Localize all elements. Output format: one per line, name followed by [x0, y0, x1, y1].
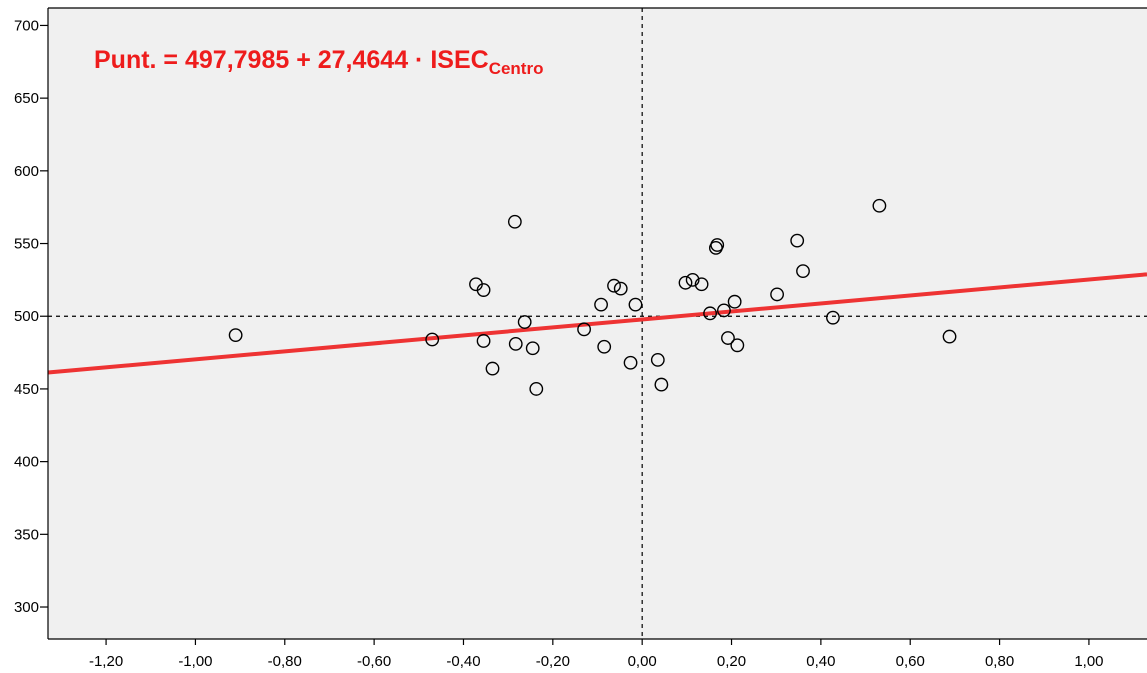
- data-point: [796, 264, 810, 279]
- data-point: [623, 355, 638, 370]
- y-tick-label: 350: [14, 526, 39, 543]
- data-point: [476, 283, 491, 297]
- y-tick-label: 550: [14, 236, 39, 253]
- data-point: [508, 336, 523, 351]
- data-point: [685, 272, 700, 287]
- data-point: [654, 377, 669, 392]
- data-point: [717, 303, 731, 318]
- data-point: [485, 361, 500, 376]
- y-tick-label: 500: [14, 308, 39, 325]
- data-point: [425, 332, 440, 347]
- data-point: [730, 338, 745, 353]
- x-ticks: -1,20 -1,00 -0,80 -0,60 -0,40 -0,20 0,00 0,20 0,…: [89, 639, 1104, 670]
- x-tick-label: 0,20: [717, 653, 746, 670]
- x-tick-label: 0,00: [628, 653, 657, 670]
- data-point: [826, 310, 840, 325]
- reference-lines: [48, 8, 1147, 639]
- data-point: [678, 275, 693, 290]
- x-tick-label: 1,00: [1074, 653, 1103, 670]
- data-point: [607, 278, 621, 293]
- data-point: [721, 331, 735, 345]
- data-point: [228, 328, 243, 343]
- y-tick-label: 400: [14, 454, 39, 471]
- data-point: [597, 339, 612, 354]
- data-point: [650, 352, 665, 367]
- y-tick-label: 300: [14, 599, 39, 616]
- data-point: [942, 329, 957, 344]
- data-point: [476, 334, 491, 348]
- data-point: [872, 198, 887, 213]
- data-point: [790, 233, 805, 248]
- data-point: [529, 382, 544, 396]
- x-tick-label: 0,40: [806, 653, 835, 670]
- y-tick-label: 700: [14, 17, 39, 34]
- data-point: [507, 214, 522, 229]
- data-point: [694, 277, 709, 292]
- x-tick-label: 0,60: [896, 653, 925, 670]
- regression-line: [47, 272, 1147, 375]
- data-point: [577, 322, 591, 337]
- data-point: [594, 297, 608, 312]
- equation-subscript: Centro: [489, 59, 544, 78]
- data-point: [727, 294, 742, 309]
- data-point: [628, 297, 643, 312]
- x-tick-label: -0,60: [357, 653, 391, 670]
- data-points: [228, 198, 957, 396]
- data-point: [703, 306, 717, 321]
- x-tick-label: -0,20: [536, 653, 570, 670]
- regression-equation: Punt. = 497,7985 + 27,4644 · ISECCentro: [94, 46, 543, 78]
- x-tick-label: 0,80: [985, 653, 1014, 670]
- x-tick-label: -0,80: [268, 653, 302, 670]
- data-point: [613, 281, 628, 296]
- data-point: [710, 238, 725, 252]
- x-tick-label: -0,40: [446, 653, 480, 670]
- data-point: [517, 315, 532, 329]
- y-tick-label: 600: [14, 163, 39, 180]
- regression-line-group: [47, 272, 1147, 375]
- x-tick-label: -1,00: [178, 653, 212, 670]
- y-tick-label: 650: [14, 90, 39, 107]
- data-point: [770, 287, 784, 302]
- y-tick-label: 450: [14, 381, 39, 398]
- data-point: [525, 341, 540, 356]
- y-ticks: 300 350 400 450 500 550 600 650 700: [14, 17, 48, 616]
- equation-main: Punt. = 497,7985 + 27,4644 · ISEC: [94, 46, 489, 74]
- x-tick-label: -1,20: [89, 653, 123, 670]
